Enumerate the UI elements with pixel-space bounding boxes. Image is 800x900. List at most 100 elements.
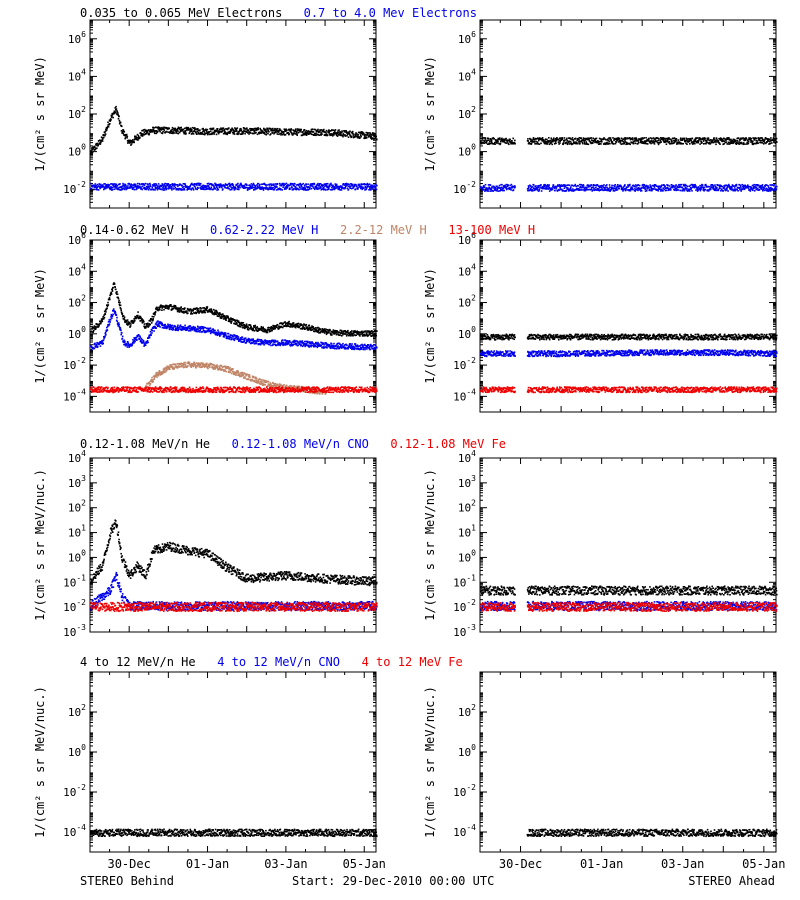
data-point — [132, 186, 134, 188]
data-point — [310, 128, 313, 131]
data-point — [602, 138, 605, 140]
data-point — [309, 186, 311, 189]
data-point — [504, 142, 507, 144]
data-point — [583, 141, 586, 143]
data-point — [201, 187, 204, 189]
data-point — [325, 183, 327, 185]
y-tick-label: 10-2 — [63, 356, 86, 372]
data-point — [134, 183, 137, 186]
data-point — [660, 141, 662, 143]
data-point — [364, 134, 367, 136]
data-point — [359, 133, 362, 135]
data-point — [572, 139, 575, 142]
data-point — [121, 125, 123, 128]
data-point — [604, 143, 607, 146]
data-point — [263, 133, 266, 135]
data-point — [527, 140, 529, 142]
data-point — [149, 320, 152, 322]
data-point — [290, 182, 292, 185]
data-point — [757, 142, 759, 144]
data-point — [773, 189, 775, 192]
data-point — [758, 188, 761, 191]
data-point — [122, 315, 125, 317]
data-point — [579, 142, 581, 144]
data-point — [370, 135, 372, 138]
data-point — [280, 134, 282, 136]
data-point — [96, 187, 98, 190]
data-point — [140, 134, 143, 137]
data-point — [560, 137, 563, 139]
data-point — [145, 132, 148, 135]
data-point — [484, 183, 487, 186]
data-point — [231, 127, 233, 130]
data-point — [304, 184, 306, 186]
data-point — [495, 139, 497, 141]
data-point — [357, 188, 359, 190]
data-point — [265, 129, 267, 131]
data-point — [614, 142, 617, 145]
data-point — [197, 128, 199, 130]
data-point — [550, 137, 553, 139]
data-point — [675, 138, 678, 140]
data-point — [705, 142, 707, 145]
data-point — [675, 139, 677, 142]
data-point — [274, 185, 276, 188]
data-point — [347, 136, 350, 138]
data-point — [583, 140, 585, 142]
data-point — [108, 184, 110, 186]
data-point — [177, 185, 179, 188]
data-point — [303, 188, 305, 190]
data-point — [137, 134, 140, 137]
panel-frame — [89, 19, 377, 209]
data-point — [297, 183, 299, 186]
data-point — [154, 186, 157, 189]
data-point — [260, 183, 263, 186]
data-point — [232, 129, 235, 132]
data-point — [537, 143, 539, 145]
data-point — [323, 131, 326, 133]
data-point — [719, 187, 721, 190]
data-point — [252, 183, 254, 186]
data-point — [631, 138, 634, 141]
data-point — [95, 144, 97, 146]
data-point — [179, 128, 181, 131]
data-point — [608, 137, 610, 139]
data-point — [99, 186, 101, 188]
data-point — [572, 143, 574, 145]
data-point — [115, 183, 118, 186]
data-point — [179, 127, 182, 129]
data-point — [259, 183, 261, 186]
data-point — [106, 126, 109, 129]
data-point — [326, 186, 328, 189]
data-point — [136, 187, 138, 190]
data-point — [126, 139, 129, 142]
data-point — [214, 182, 216, 185]
data-point — [96, 147, 98, 149]
data-point — [677, 189, 679, 191]
data-point — [366, 133, 369, 136]
data-point — [121, 130, 124, 133]
data-point — [589, 137, 592, 139]
data-point — [193, 185, 196, 188]
data-point — [591, 189, 594, 191]
data-point — [320, 132, 323, 134]
data-point — [363, 137, 365, 140]
data-point — [162, 130, 164, 133]
data-point — [259, 186, 261, 188]
data-point — [368, 189, 371, 191]
data-point — [299, 128, 302, 131]
data-point — [116, 291, 118, 293]
data-point — [311, 128, 314, 130]
data-point — [242, 131, 245, 133]
data-point — [98, 185, 100, 188]
data-point — [129, 325, 132, 327]
data-point — [532, 137, 535, 139]
data-point — [320, 134, 322, 136]
data-point — [735, 139, 737, 142]
data-point — [538, 138, 540, 140]
data-point — [358, 183, 361, 186]
data-point — [252, 327, 254, 330]
data-point — [168, 127, 170, 130]
data-point — [101, 320, 104, 323]
data-point — [713, 189, 716, 192]
